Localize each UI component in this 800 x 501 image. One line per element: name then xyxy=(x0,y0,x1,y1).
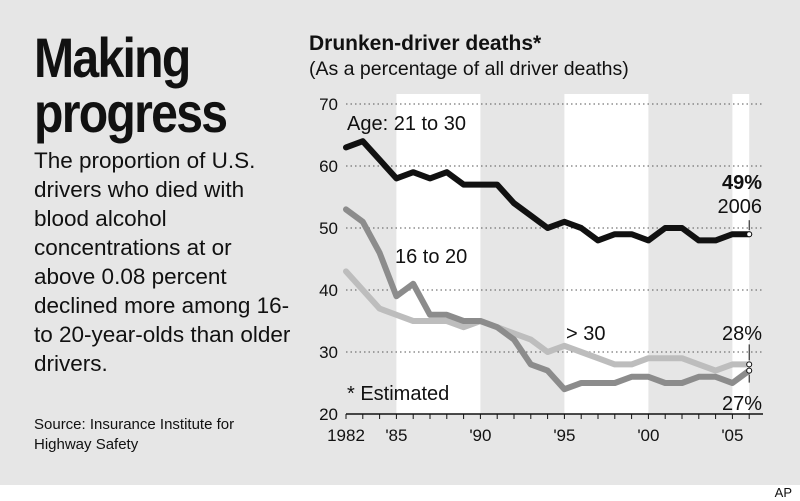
footnote-estimated: * Estimated xyxy=(347,383,449,405)
series-line-1 xyxy=(343,206,753,393)
chart-title: Drunken-driver deaths* xyxy=(309,32,542,55)
y-tick-label-40: 40 xyxy=(319,281,338,300)
headline-line-2: progress xyxy=(34,81,228,144)
x-tick-label-2005: '05 xyxy=(721,426,743,445)
credit-ap: AP xyxy=(774,485,792,500)
headline: Making progress xyxy=(34,26,249,144)
end-marker-over-30 xyxy=(746,361,753,368)
period-band-2 xyxy=(732,94,750,414)
headline-line-1: Making xyxy=(34,26,191,89)
x-tick-label-2000: '00 xyxy=(637,426,659,445)
series-line-0 xyxy=(343,138,753,244)
series-label-over-30: > 30 xyxy=(566,323,605,345)
x-tick-label-1995: '95 xyxy=(553,426,575,445)
description: The proportion of U.S. drivers who died … xyxy=(34,148,291,376)
x-tick-label-1985: '85 xyxy=(385,426,407,445)
end-label-49-percent: 49% xyxy=(722,172,762,194)
end-label-2006: 2006 xyxy=(718,196,763,218)
end-marker-16-20 xyxy=(746,367,753,374)
x-tick-label-1982: 1982 xyxy=(327,426,365,445)
y-tick-label-60: 60 xyxy=(319,157,338,176)
line-chart: 20 30 40 50 60 70 1982 '85 '90 '95 '00 '05 Age: 21 t… xyxy=(319,94,763,445)
y-tick-label-30: 30 xyxy=(319,343,338,362)
series-line-2 xyxy=(343,268,753,374)
period-band-0 xyxy=(396,94,481,414)
end-marker-21-30 xyxy=(746,231,753,238)
chart-subtitle: (As a percentage of all driver deaths) xyxy=(309,58,629,80)
end-label-27-percent: 27% xyxy=(722,393,762,415)
series-label-16-20: 16 to 20 xyxy=(395,246,467,268)
series-label-21-30: Age: 21 to 30 xyxy=(347,113,466,135)
y-tick-label-70: 70 xyxy=(319,95,338,114)
x-tick-label-1990: '90 xyxy=(469,426,491,445)
end-label-28-percent: 28% xyxy=(722,323,762,345)
y-tick-label-50: 50 xyxy=(319,219,338,238)
source-note: Source: Insurance Institute for Highway … xyxy=(34,416,235,453)
y-tick-label-20: 20 xyxy=(319,405,338,424)
